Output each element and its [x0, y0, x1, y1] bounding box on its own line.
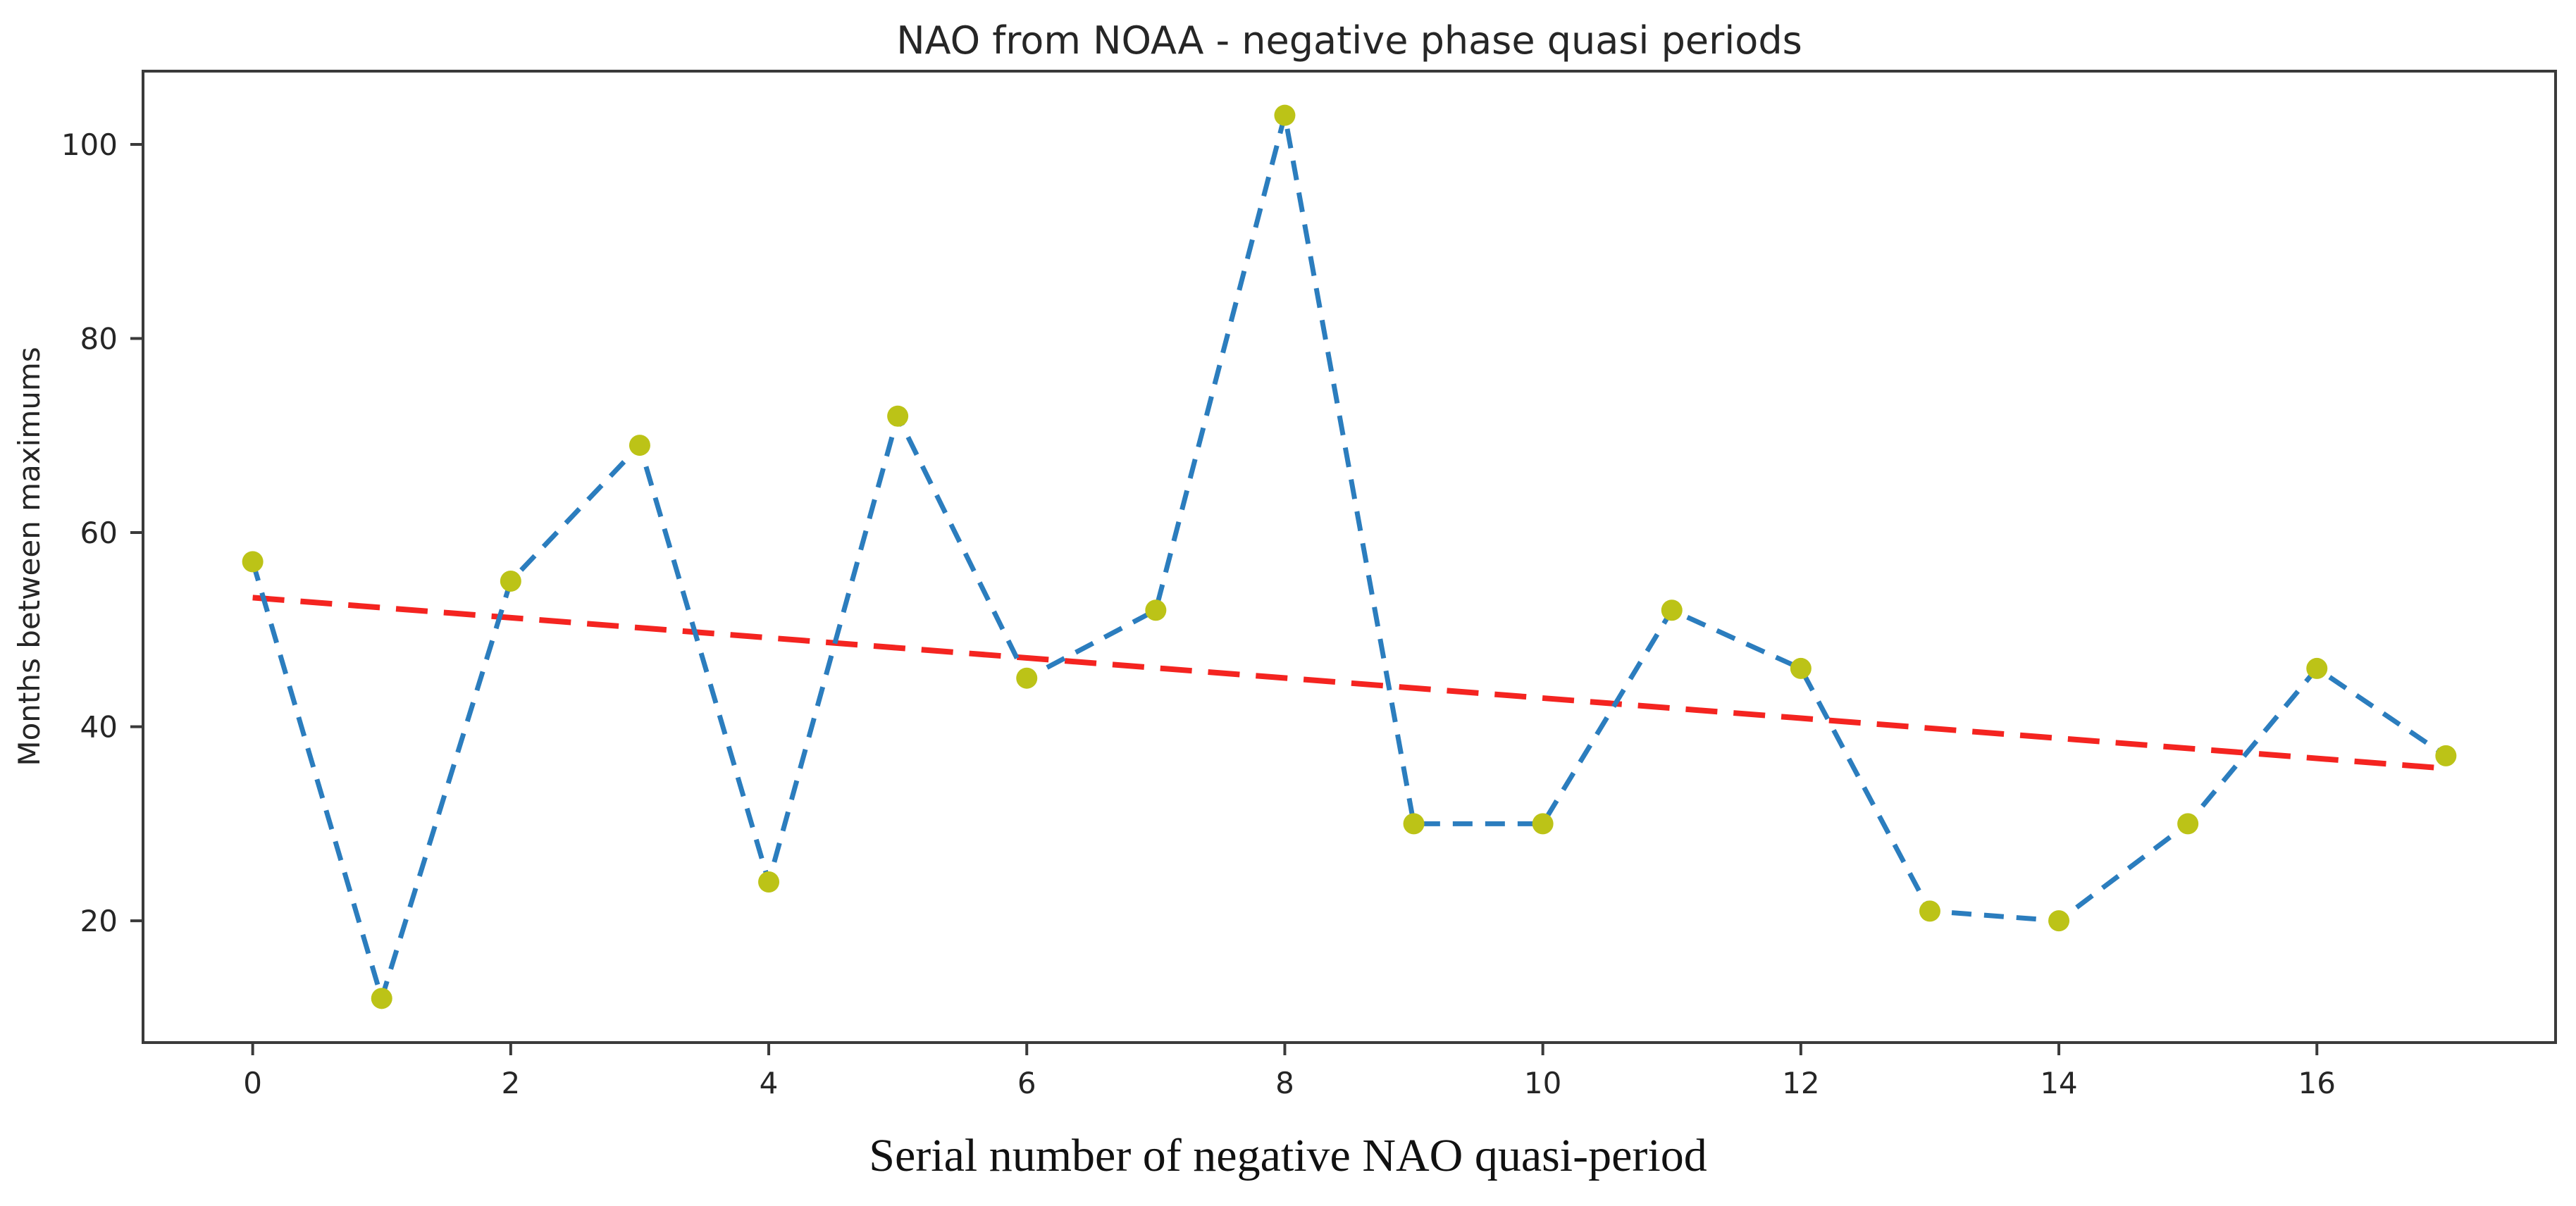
data-point-marker [2048, 910, 2070, 932]
chart-title: NAO from NOAA - negative phase quasi per… [896, 18, 1802, 63]
data-point-marker [887, 405, 909, 427]
x-tick-label: 8 [1275, 1066, 1294, 1100]
x-tick-label: 12 [1782, 1066, 1819, 1100]
y-tick-label: 80 [80, 322, 118, 356]
x-tick-label: 16 [2298, 1066, 2336, 1100]
y-tick-label: 60 [80, 516, 118, 550]
data-point-marker [1532, 813, 1554, 835]
x-tick-label: 4 [760, 1066, 779, 1100]
data-point-marker [1919, 900, 1940, 922]
plot-frame [142, 70, 2557, 1044]
data-point-marker [1274, 104, 1296, 126]
data-point-marker [2435, 745, 2457, 766]
y-tick-label: 100 [61, 128, 118, 162]
data-point-marker [2177, 813, 2199, 835]
x-tick-label: 0 [243, 1066, 262, 1100]
x-tick-label: 2 [501, 1066, 520, 1100]
x-axis-label: Serial number of negative NAO quasi-peri… [869, 1130, 1707, 1181]
data-point-marker [1016, 667, 1038, 689]
x-tick-label: 10 [1524, 1066, 1561, 1100]
data-point-marker [1145, 599, 1167, 621]
data-point-marker [242, 551, 264, 573]
y-tick-label: 40 [80, 710, 118, 745]
x-tick-label: 6 [1017, 1066, 1036, 1100]
x-tick-label: 14 [2040, 1066, 2077, 1100]
y-axis-label: Months between maximums [12, 347, 47, 766]
trend-line [252, 595, 2446, 771]
data-series-line [250, 113, 2448, 1001]
data-point-marker [628, 435, 650, 456]
data-point-marker [1661, 599, 1683, 621]
data-point-marker [371, 988, 392, 1009]
data-point-marker [1790, 657, 1812, 679]
data-point-marker [758, 871, 780, 893]
data-point-marker [1403, 813, 1425, 835]
data-point-marker [2306, 657, 2328, 679]
data-point-marker [500, 570, 521, 592]
y-tick-label: 20 [80, 904, 118, 938]
